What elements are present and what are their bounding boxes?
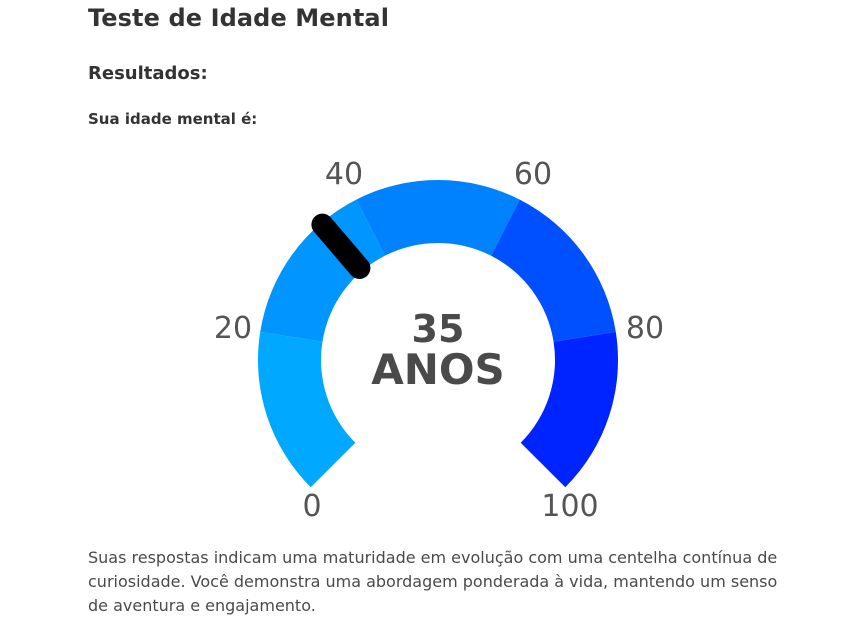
results-heading: Resultados: [88, 63, 208, 84]
page-title: Teste de Idade Mental [88, 4, 390, 32]
gauge-segments [258, 180, 618, 488]
gauge-tick-label: 60 [514, 157, 552, 192]
gauge-segment [491, 199, 616, 342]
gauge-tick-label: 0 [302, 489, 321, 524]
gauge-tick-label: 20 [214, 311, 252, 346]
gauge-segment [356, 180, 520, 256]
gauge-tick-label: 40 [325, 157, 363, 192]
gauge-tick-label: 80 [626, 311, 664, 346]
gauge-value: 35 [412, 307, 465, 351]
gauge-segment [258, 331, 356, 488]
result-description: Suas respostas indicam uma maturidade em… [88, 548, 778, 615]
gauge-segment [520, 331, 618, 488]
gauge-tick-label: 100 [541, 489, 598, 524]
mental-age-label: Sua idade mental é: [88, 110, 258, 128]
gauge-unit: ANOS [371, 345, 505, 394]
gauge-needle [311, 213, 371, 279]
gauge-tick-labels: 0 20 40 60 80 100 [214, 157, 664, 524]
gauge-segment [260, 199, 385, 342]
